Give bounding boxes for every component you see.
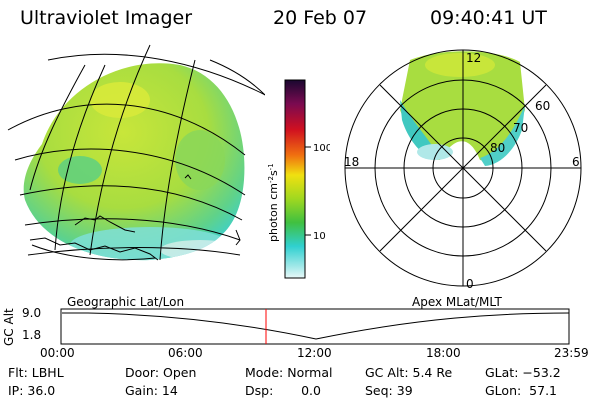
status-gc-alt: GC Alt: 5.4 Re: [365, 365, 453, 380]
timeline-ylabel: GC Alt: [2, 308, 16, 346]
status-seq: Seq: 39: [365, 383, 413, 398]
polar-grid: [344, 49, 582, 287]
orbit-altitude-strip: [60, 308, 570, 345]
mlt-label-0: 0: [466, 277, 474, 291]
timeline-right-title: Apex MLat/MLT: [412, 295, 502, 309]
instrument-title: Ultraviolet Imager: [20, 7, 193, 29]
status-ip: IP: 36.0: [8, 383, 56, 398]
ytick-1-8: 1.8: [22, 328, 42, 342]
geographic-image: [7, 44, 265, 261]
status-filter: Flt: LBHL: [8, 365, 64, 380]
xtick-2359: 23:59: [554, 346, 589, 360]
status-door: Door: Open: [125, 365, 197, 380]
timeline-left-title: Geographic Lat/Lon: [67, 295, 185, 309]
mlat-label-80: 80: [490, 141, 505, 155]
polar-plot: 12 18 6 0 60 70 80: [344, 49, 582, 291]
xtick-1200: 12:00: [297, 346, 332, 360]
xtick-0000: 00:00: [40, 346, 75, 360]
mlt-label-6: 6: [572, 155, 580, 169]
altitude-curve: [62, 312, 570, 340]
mlat-label-60: 60: [535, 99, 550, 113]
status-glon: GLon: 57.1: [485, 383, 557, 398]
mlt-label-12: 12: [466, 51, 481, 65]
coastlines: [29, 174, 241, 261]
header-date: 20 Feb 07: [273, 7, 368, 29]
ytick-9: 9.0: [22, 306, 42, 320]
xtick-1800: 18:00: [426, 346, 461, 360]
mlat-label-70: 70: [513, 121, 528, 135]
uv-auroral-image: [23, 63, 245, 261]
header-time: 09:40:41 UT: [430, 7, 547, 29]
colorbar: 100 10 photon cm-2s-1: [267, 79, 330, 279]
mlt-label-18: 18: [344, 155, 359, 169]
status-mode: Mode: Normal: [245, 365, 333, 380]
colorbar-tick-100: 100: [313, 143, 330, 154]
status-gain: Gain: 14: [125, 383, 178, 398]
colorbar-unit-label: photon cm-2s-1: [267, 163, 280, 242]
xtick-0600: 06:00: [168, 346, 203, 360]
status-dsp: Dsp: 0.0: [245, 383, 321, 398]
status-glat: GLat: −53.2: [485, 365, 561, 380]
colorbar-scale: [284, 79, 306, 279]
colorbar-tick-10: 10: [313, 231, 326, 242]
